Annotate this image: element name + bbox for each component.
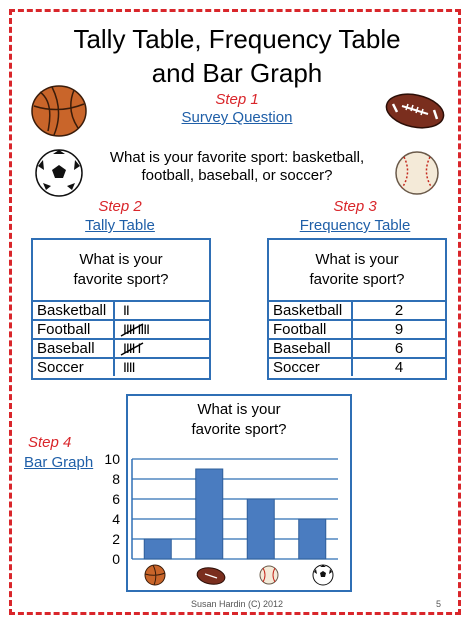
step2-label: Step 2 xyxy=(98,198,142,215)
table-row: Football IIII IIII xyxy=(33,319,209,338)
football-icon xyxy=(385,93,445,129)
frequency-count: 2 xyxy=(394,302,404,319)
tally-marks: II xyxy=(123,302,130,318)
table-row: Baseball IIII I xyxy=(33,338,209,357)
tally-slash-mark xyxy=(120,323,144,337)
column-divider xyxy=(351,340,353,357)
frequency-sport-name: Baseball xyxy=(273,340,331,357)
step3-label: Step 3 xyxy=(333,198,377,215)
table-row: Basketball II xyxy=(33,300,209,319)
step1-link-survey-question[interactable]: Survey Question xyxy=(181,109,293,126)
column-divider xyxy=(113,321,115,338)
column-divider xyxy=(351,302,353,319)
page-title-line-2: and Bar Graph xyxy=(151,58,323,88)
step1-label: Step 1 xyxy=(215,91,259,108)
step4-link-bar-graph[interactable]: Bar Graph xyxy=(24,454,94,471)
column-divider xyxy=(351,359,353,376)
frequency-sport-name: Football xyxy=(273,321,327,338)
tally-marks: IIII IIII xyxy=(123,321,150,337)
table-row: Soccer IIII xyxy=(33,357,209,376)
bar-football xyxy=(195,468,224,560)
page-title-line-1: Tally Table, Frequency Table xyxy=(73,24,401,54)
y-tick-label: 2 xyxy=(112,531,120,547)
table-row: Soccer 4 xyxy=(269,357,445,376)
step3-link-frequency-table[interactable]: Frequency Table xyxy=(299,217,411,234)
tally-table: What is your favorite sport? Basketball … xyxy=(31,238,211,380)
frequency-sport-name: Basketball xyxy=(273,302,343,319)
column-divider xyxy=(113,359,115,376)
step2-link-tally-table[interactable]: Tally Table xyxy=(85,217,155,234)
page-number: 5 xyxy=(436,599,442,609)
bar-graph-heading-line-2: favorite sport? xyxy=(191,421,287,438)
tally-table-heading: What is your favorite sport? xyxy=(33,250,209,290)
frequency-count: 4 xyxy=(394,359,404,376)
y-tick-label: 0 xyxy=(112,551,120,567)
footer-credit: Susan Hardin (C) 2012 xyxy=(190,599,284,609)
basketball-icon xyxy=(144,564,166,586)
frequency-sport-name: Soccer xyxy=(273,359,320,376)
soccer-ball-icon xyxy=(312,564,334,586)
frequency-table-heading: What is your favorite sport? xyxy=(269,250,445,290)
column-divider xyxy=(351,321,353,338)
table-row: Football 9 xyxy=(269,319,445,338)
bar-chart: 0 2 4 6 8 10 xyxy=(104,451,338,567)
bar-basketball xyxy=(143,538,172,560)
column-divider xyxy=(113,340,115,357)
bar-graph-heading-line-1: What is your xyxy=(197,401,281,418)
bar-graph-heading: What is your favorite sport? xyxy=(128,400,350,440)
football-icon xyxy=(196,567,226,585)
frequency-count: 9 xyxy=(394,321,404,338)
tally-sport-name: Baseball xyxy=(37,340,95,357)
frequency-heading-line-2: favorite sport? xyxy=(309,271,405,288)
table-row: Baseball 6 xyxy=(269,338,445,357)
tally-sport-name: Soccer xyxy=(37,359,84,376)
tally-sport-name: Basketball xyxy=(37,302,107,319)
tally-heading-line-1: What is your xyxy=(79,251,163,268)
bar-soccer xyxy=(298,518,327,560)
tally-marks: IIII xyxy=(123,359,136,375)
step4-label: Step 4 xyxy=(28,434,72,451)
page-border xyxy=(9,9,461,615)
column-divider xyxy=(113,302,115,319)
frequency-count: 6 xyxy=(394,340,404,357)
y-tick-label: 4 xyxy=(112,511,120,527)
baseball-icon xyxy=(259,565,279,585)
frequency-table: What is your favorite sport? Basketball … xyxy=(267,238,447,380)
table-row: Basketball 2 xyxy=(269,300,445,319)
survey-question-line-1: What is your favorite sport: basketball, xyxy=(109,149,365,166)
survey-question-line-2: football, baseball, or soccer? xyxy=(141,167,333,184)
soccer-ball-icon xyxy=(35,149,83,197)
y-tick-label: 6 xyxy=(112,491,120,507)
tally-slash-mark xyxy=(120,342,144,356)
tally-sport-name: Football xyxy=(37,321,91,338)
y-tick-label: 8 xyxy=(112,471,120,487)
bar-baseball xyxy=(246,498,275,560)
tally-heading-line-2: favorite sport? xyxy=(73,271,169,288)
baseball-icon xyxy=(395,151,439,195)
frequency-heading-line-1: What is your xyxy=(315,251,399,268)
y-tick-label: 10 xyxy=(104,451,120,467)
basketball-icon xyxy=(31,85,87,137)
